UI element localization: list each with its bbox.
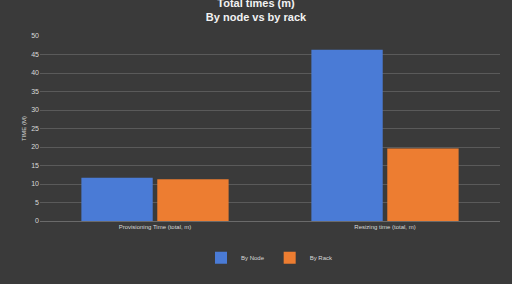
svg-text:Total times (m)By node vs by r: Total times (m)By node vs by rack bbox=[206, 0, 307, 23]
svg-text:45: 45 bbox=[31, 51, 39, 58]
svg-text:25: 25 bbox=[31, 125, 39, 132]
svg-text:By Node: By Node bbox=[241, 255, 265, 261]
svg-text:5: 5 bbox=[35, 199, 39, 206]
svg-text:40: 40 bbox=[31, 69, 39, 76]
svg-text:10: 10 bbox=[31, 180, 39, 187]
svg-text:0: 0 bbox=[35, 217, 39, 224]
svg-text:30: 30 bbox=[31, 106, 39, 113]
svg-text:15: 15 bbox=[31, 162, 39, 169]
svg-text:50: 50 bbox=[31, 32, 39, 39]
svg-text:35: 35 bbox=[31, 88, 39, 95]
svg-text:By Rack: By Rack bbox=[310, 255, 333, 261]
svg-text:20: 20 bbox=[31, 143, 39, 150]
svg-text:Resizing time (total, m): Resizing time (total, m) bbox=[354, 224, 415, 230]
svg-text:TIME (M): TIME (M) bbox=[21, 116, 27, 141]
svg-text:Provisioning Time (total, m): Provisioning Time (total, m) bbox=[119, 224, 192, 230]
